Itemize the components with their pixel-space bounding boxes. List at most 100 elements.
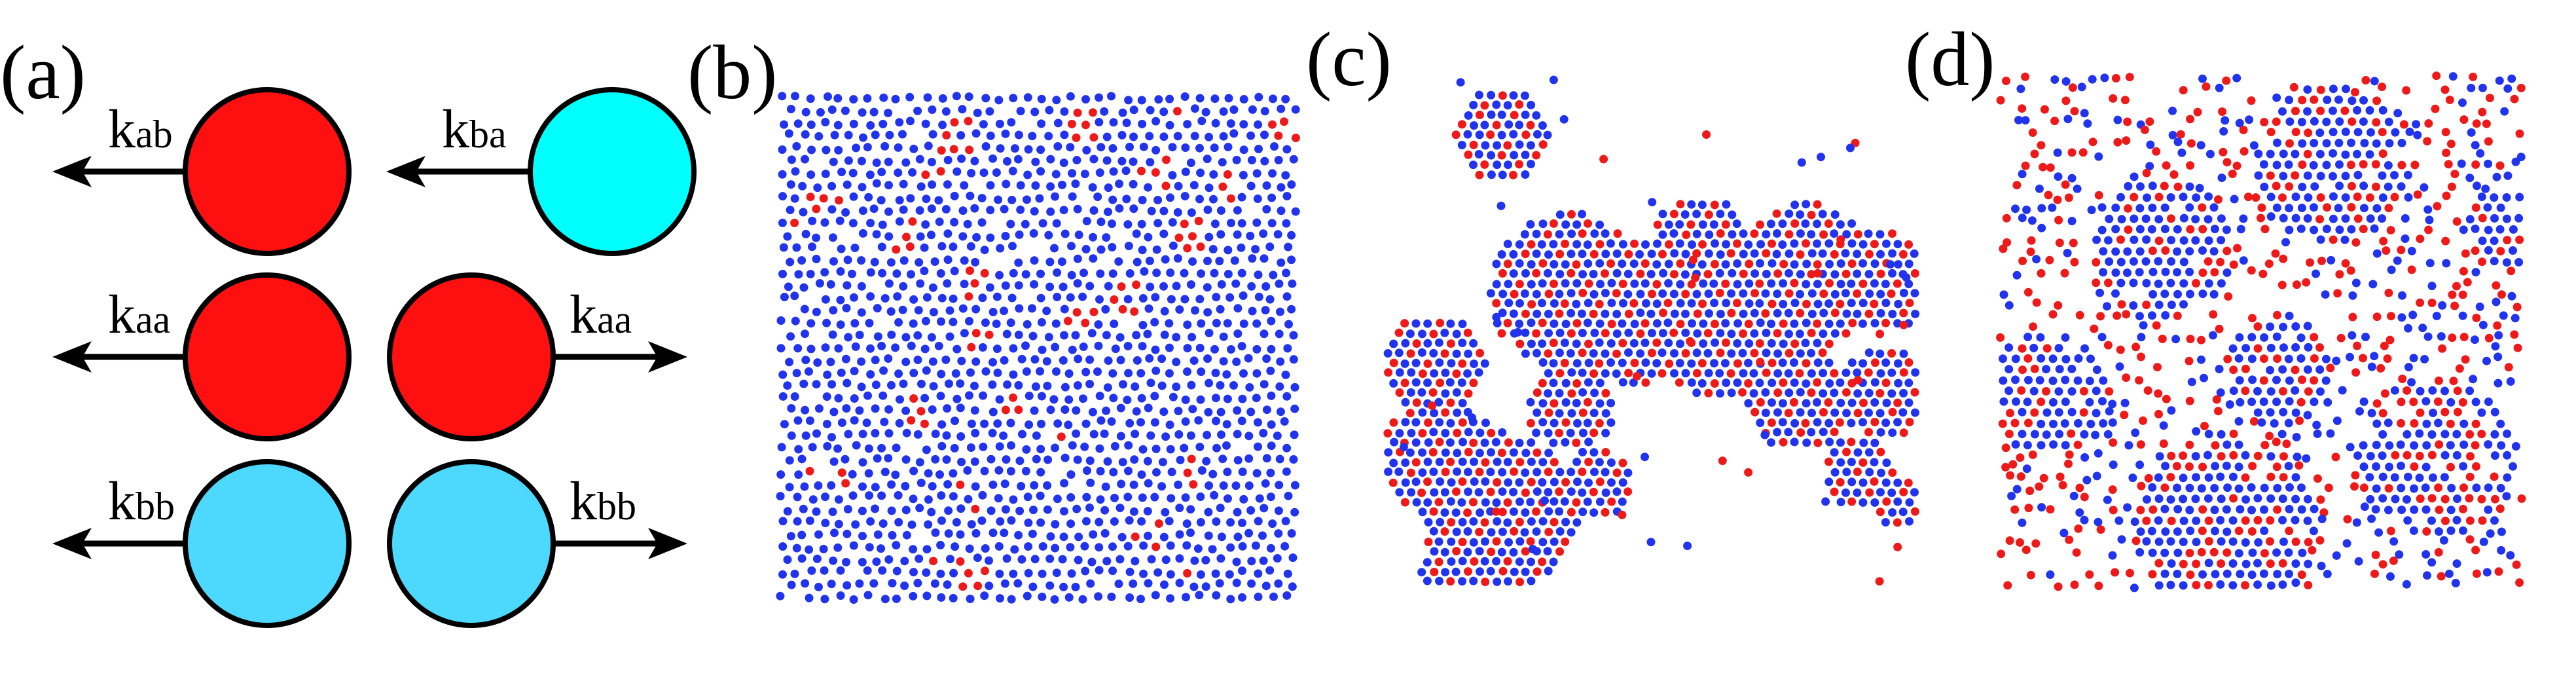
particle-dot: [931, 528, 940, 537]
particle-dot: [1406, 349, 1415, 358]
particle-dot: [1212, 591, 1221, 600]
particle-dot: [2378, 560, 2387, 569]
particle-dot: [2484, 225, 2493, 234]
particle-dot: [1480, 438, 1489, 447]
particle-dot: [1389, 358, 1398, 367]
particle-dot: [1688, 319, 1696, 328]
particle-dot: [2239, 256, 2248, 265]
particle-dot: [1267, 420, 1276, 429]
particle-dot: [1813, 268, 1823, 278]
particle-dot: [1652, 338, 1661, 347]
particle-dot: [981, 566, 989, 576]
particle-dot: [799, 283, 808, 292]
particle-dot: [801, 405, 810, 415]
particle-dot: [1813, 260, 1822, 269]
particle-dot: [1589, 270, 1598, 278]
particle-dot: [1595, 338, 1604, 347]
particle-dot: [844, 130, 853, 139]
particle-dot: [1503, 240, 1512, 248]
particle-dot: [1159, 107, 1169, 117]
particle-dot: [2517, 494, 2526, 503]
particle-dot: [1710, 200, 1719, 210]
particle-dot: [822, 420, 831, 428]
particle-dot: [1532, 289, 1541, 299]
particle-dot: [2217, 174, 2226, 182]
particle-dot: [1064, 593, 1074, 602]
particle-dot: [2113, 311, 2122, 320]
particle-dot: [1025, 392, 1034, 400]
particle-dot: [1520, 91, 1529, 100]
particle-dot: [2378, 430, 2387, 439]
particle-dot: [1030, 355, 1040, 364]
particle-dot: [2070, 580, 2079, 589]
particle-dot: [1060, 130, 1069, 139]
particle-dot: [821, 519, 830, 528]
particle-dot: [2285, 96, 2294, 105]
particle-dot: [1555, 289, 1564, 299]
particle-dot: [1227, 345, 1235, 354]
particle-dot: [1180, 219, 1189, 229]
particle-dot: [1807, 230, 1816, 239]
particle-dot: [2192, 473, 2200, 482]
particle-dot: [877, 242, 886, 251]
particle-dot: [2297, 570, 2306, 580]
particle-dot: [1261, 479, 1270, 488]
particle-dot: [2154, 301, 2164, 309]
particle-dot: [1905, 498, 1914, 507]
particle-dot: [1590, 388, 1599, 398]
particle-dot: [2064, 193, 2073, 202]
particle-dot: [1052, 219, 1061, 228]
particle-dot: [972, 232, 981, 242]
particle-dot: [1079, 268, 1088, 278]
particle-dot: [2490, 516, 2499, 525]
particle-dot: [2428, 386, 2437, 395]
particle-dot: [1779, 259, 1788, 268]
particle-dot: [1555, 309, 1564, 318]
particle-dot: [1289, 331, 1298, 340]
particle-dot: [2512, 560, 2521, 569]
particle-dot: [1210, 344, 1219, 354]
particle-dot: [1584, 358, 1593, 367]
particle-dot: [1210, 491, 1219, 500]
particle-dot: [936, 269, 945, 278]
particle-dot: [1497, 547, 1506, 557]
particle-dot: [1561, 517, 1570, 527]
particle-dot: [1658, 329, 1667, 338]
particle-dot: [1584, 378, 1593, 387]
particle-dot: [977, 516, 987, 525]
particle-dot: [2001, 462, 2010, 472]
particle-dot: [1186, 431, 1195, 440]
particle-dot: [841, 354, 850, 363]
particle-dot: [1751, 269, 1760, 278]
particle-dot: [2393, 109, 2403, 118]
particle-dot: [1589, 349, 1598, 358]
particle-dot: [857, 308, 866, 317]
particle-dot: [2272, 548, 2281, 557]
particle-dot: [1031, 382, 1040, 391]
particle-dot: [1676, 339, 1684, 348]
particle-dot: [1009, 393, 1017, 402]
particle-dot: [1210, 219, 1220, 229]
particle-dot: [1842, 409, 1851, 418]
particle-dot: [1203, 354, 1212, 363]
particle-dot: [2353, 214, 2363, 223]
particle-dot: [1859, 458, 1868, 467]
particle-dot: [1526, 498, 1535, 507]
particle-dot: [2039, 162, 2048, 172]
particle-dot: [901, 481, 910, 491]
particle-dot: [2014, 115, 2023, 124]
particle-dot: [973, 582, 983, 591]
particle-dot: [2103, 430, 2113, 439]
particle-dot: [1059, 282, 1068, 291]
particle-dot: [2217, 559, 2226, 568]
particle-dot: [1276, 307, 1284, 316]
particle-dot: [965, 391, 973, 400]
particle-dot: [1573, 477, 1582, 487]
particle-dot: [2323, 570, 2332, 578]
particle-dot: [2477, 193, 2486, 201]
particle-dot: [1762, 269, 1771, 278]
particle-dot: [1125, 593, 1134, 602]
particle-dot: [866, 370, 875, 379]
particle-dot: [1260, 504, 1269, 513]
particle-dot: [2055, 430, 2064, 439]
